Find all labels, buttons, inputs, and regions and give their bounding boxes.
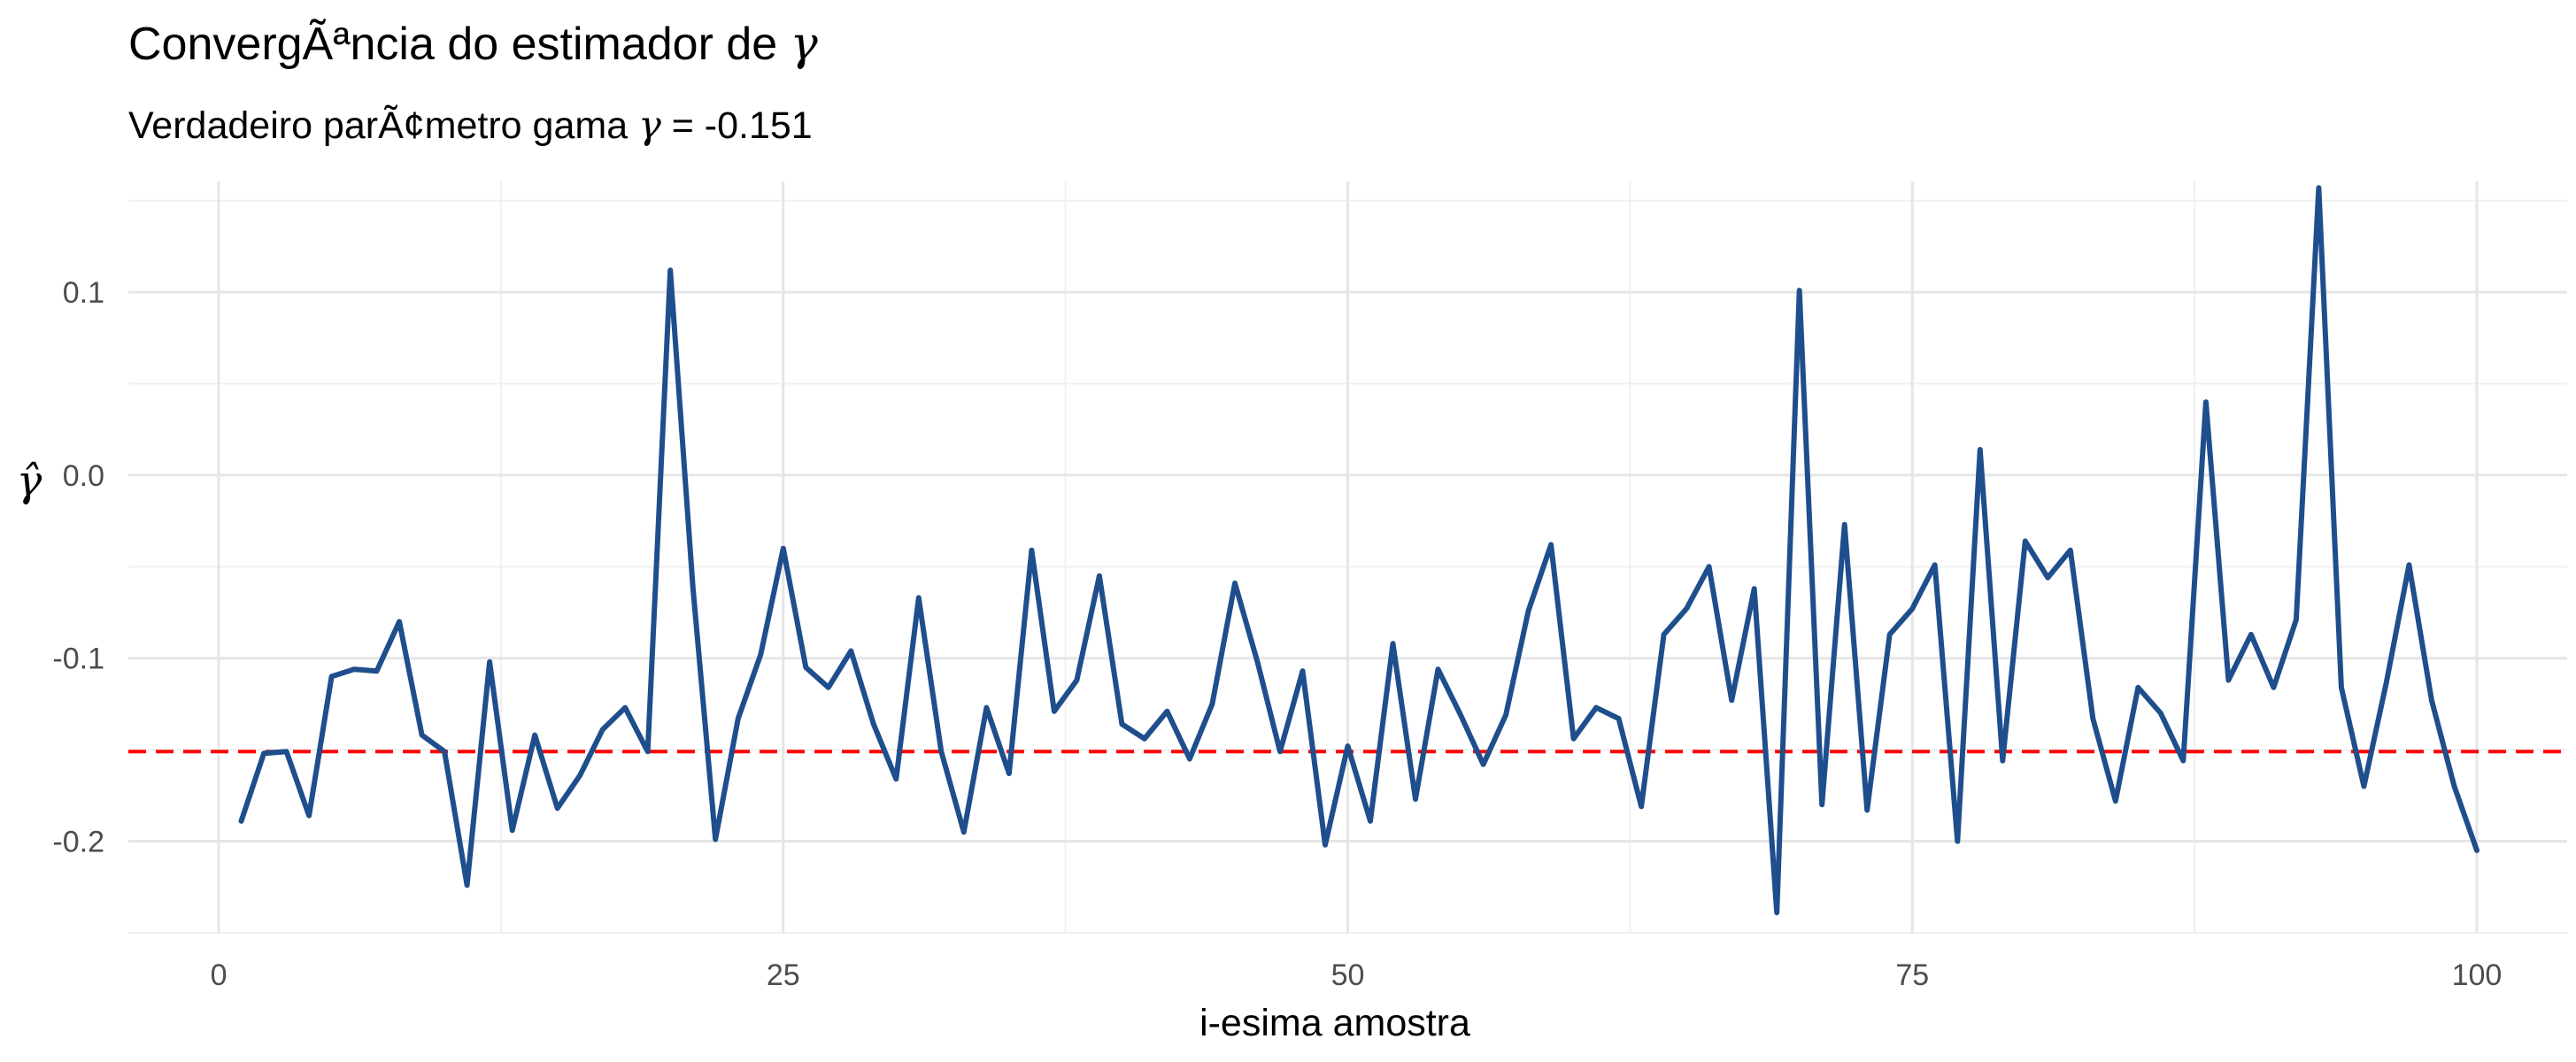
x-tick-label: 100 (2452, 958, 2503, 992)
chart-title: ConvergÃªncia do estimador de γ (128, 18, 818, 71)
chart-title-text: ConvergÃªncia do estimador de (128, 19, 791, 70)
y-axis-label: γ̂ (17, 457, 42, 506)
true-gamma-value: -0.151 (704, 104, 813, 147)
x-tick-label: 25 (767, 958, 800, 992)
y-axis-ticks: -0.2 -0.1 0.0 0.1 (52, 276, 104, 858)
chart-subtitle-text: Verdadeiro parÃ¢metro gama (128, 104, 639, 147)
gamma-symbol-subtitle: γ (638, 104, 661, 148)
y-tick-label: 0.1 (63, 276, 104, 310)
x-tick-label: 50 (1331, 958, 1365, 992)
y-tick-label: -0.2 (52, 826, 104, 859)
equals-sign: = (660, 104, 705, 147)
y-tick-label: -0.1 (52, 643, 104, 676)
chart-subtitle: Verdadeiro parÃ¢metro gama γ = -0.151 (128, 104, 813, 148)
x-axis-ticks: 0 25 50 75 100 (211, 958, 2503, 992)
x-axis-label: i-esima amostra (1199, 1002, 1470, 1044)
x-tick-label: 75 (1895, 958, 1929, 992)
gamma-symbol: γ (790, 18, 818, 71)
x-tick-label: 0 (211, 958, 228, 992)
gamma-estimate-line (238, 185, 2480, 916)
series-group (238, 185, 2480, 916)
y-tick-label: 0.0 (63, 459, 104, 493)
major-gridlines (128, 181, 2567, 934)
